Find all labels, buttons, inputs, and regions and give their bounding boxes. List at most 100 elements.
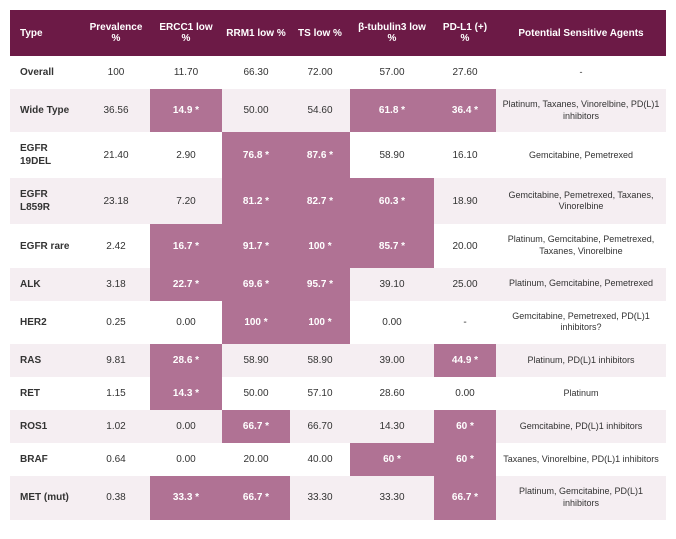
cell-btubulin3: 39.10 <box>350 268 434 301</box>
cell-btubulin3: 33.30 <box>350 476 434 519</box>
cell-rrm1: 50.00 <box>222 89 290 132</box>
cell-type: Wide Type <box>10 89 82 132</box>
cell-type: MET (mut) <box>10 476 82 519</box>
table-row: MET (mut)0.3833.3 *66.7 *33.3033.3066.7 … <box>10 476 666 519</box>
table-row: Overall10011.7066.3072.0057.0027.60- <box>10 56 666 89</box>
cell-pdl1: 60 * <box>434 410 496 443</box>
table-row: RET1.1514.3 *50.0057.1028.600.00Platinum <box>10 377 666 410</box>
cell-btubulin3: 0.00 <box>350 301 434 344</box>
cell-prevalence: 1.02 <box>82 410 150 443</box>
cell-pdl1: 27.60 <box>434 56 496 89</box>
cell-ercc1: 7.20 <box>150 178 222 224</box>
cell-agents: Taxanes, Vinorelbine, PD(L)1 inhibitors <box>496 443 666 476</box>
cell-prevalence: 23.18 <box>82 178 150 224</box>
cell-ts: 40.00 <box>290 443 350 476</box>
cell-ts: 72.00 <box>290 56 350 89</box>
cell-prevalence: 100 <box>82 56 150 89</box>
cell-pdl1: 20.00 <box>434 224 496 267</box>
cell-rrm1: 58.90 <box>222 344 290 377</box>
cell-agents: Gemcitabine, Pemetrexed <box>496 132 666 178</box>
cell-prevalence: 9.81 <box>82 344 150 377</box>
col-header-rrm1: RRM1 low % <box>222 10 290 56</box>
cell-ts: 58.90 <box>290 344 350 377</box>
cell-ts: 95.7 * <box>290 268 350 301</box>
table-row: HER20.250.00100 *100 *0.00-Gemcitabine, … <box>10 301 666 344</box>
table-row: RAS9.8128.6 *58.9058.9039.0044.9 *Platin… <box>10 344 666 377</box>
cell-prevalence: 0.25 <box>82 301 150 344</box>
cell-rrm1: 76.8 * <box>222 132 290 178</box>
cell-pdl1: 36.4 * <box>434 89 496 132</box>
col-header-agents: Potential Sensitive Agents <box>496 10 666 56</box>
cell-agents: Gemcitabine, Pemetrexed, PD(L)1 inhibito… <box>496 301 666 344</box>
cell-btubulin3: 14.30 <box>350 410 434 443</box>
cell-agents: - <box>496 56 666 89</box>
cell-type: Overall <box>10 56 82 89</box>
col-header-prevalence: Prevalence % <box>82 10 150 56</box>
cell-ercc1: 0.00 <box>150 443 222 476</box>
table-row: ALK3.1822.7 *69.6 *95.7 *39.1025.00Plati… <box>10 268 666 301</box>
table-row: BRAF0.640.0020.0040.0060 *60 *Taxanes, V… <box>10 443 666 476</box>
cell-pdl1: 60 * <box>434 443 496 476</box>
cell-btubulin3: 61.8 * <box>350 89 434 132</box>
cell-ercc1: 2.90 <box>150 132 222 178</box>
cell-ts: 33.30 <box>290 476 350 519</box>
cell-rrm1: 20.00 <box>222 443 290 476</box>
cell-rrm1: 100 * <box>222 301 290 344</box>
cell-prevalence: 1.15 <box>82 377 150 410</box>
cell-ercc1: 11.70 <box>150 56 222 89</box>
cell-ts: 57.10 <box>290 377 350 410</box>
cell-ts: 54.60 <box>290 89 350 132</box>
cell-type: ALK <box>10 268 82 301</box>
cell-agents: Platinum, Gemcitabine, PD(L)1 inhibitors <box>496 476 666 519</box>
cell-type: HER2 <box>10 301 82 344</box>
cell-type: EGFR 19DEL <box>10 132 82 178</box>
cell-type: RAS <box>10 344 82 377</box>
col-header-ercc1: ERCC1 low % <box>150 10 222 56</box>
cell-pdl1: 16.10 <box>434 132 496 178</box>
table-row: EGFR rare2.4216.7 *91.7 *100 *85.7 *20.0… <box>10 224 666 267</box>
table-row: EGFR 19DEL21.402.9076.8 *87.6 *58.9016.1… <box>10 132 666 178</box>
cell-rrm1: 66.7 * <box>222 410 290 443</box>
cell-prevalence: 0.38 <box>82 476 150 519</box>
cell-rrm1: 50.00 <box>222 377 290 410</box>
cell-agents: Platinum, Gemcitabine, Pemetrexed <box>496 268 666 301</box>
cell-type: BRAF <box>10 443 82 476</box>
cell-pdl1: 66.7 * <box>434 476 496 519</box>
cell-btubulin3: 85.7 * <box>350 224 434 267</box>
cell-btubulin3: 58.90 <box>350 132 434 178</box>
col-header-btubulin3: β-tubulin3 low % <box>350 10 434 56</box>
cell-ts: 87.6 * <box>290 132 350 178</box>
cell-prevalence: 0.64 <box>82 443 150 476</box>
cell-agents: Platinum <box>496 377 666 410</box>
col-header-pdl1: PD-L1 (+) % <box>434 10 496 56</box>
cell-ercc1: 0.00 <box>150 301 222 344</box>
cell-prevalence: 3.18 <box>82 268 150 301</box>
cell-type: ROS1 <box>10 410 82 443</box>
cell-ercc1: 14.3 * <box>150 377 222 410</box>
cell-rrm1: 69.6 * <box>222 268 290 301</box>
cell-agents: Platinum, Taxanes, Vinorelbine, PD(L)1 i… <box>496 89 666 132</box>
cell-agents: Platinum, PD(L)1 inhibitors <box>496 344 666 377</box>
cell-ts: 82.7 * <box>290 178 350 224</box>
cell-rrm1: 91.7 * <box>222 224 290 267</box>
cell-rrm1: 66.30 <box>222 56 290 89</box>
cell-agents: Platinum, Gemcitabine, Pemetrexed, Taxan… <box>496 224 666 267</box>
cell-pdl1: 18.90 <box>434 178 496 224</box>
cell-prevalence: 2.42 <box>82 224 150 267</box>
table-header: Type Prevalence % ERCC1 low % RRM1 low %… <box>10 10 666 56</box>
cell-btubulin3: 60.3 * <box>350 178 434 224</box>
cell-pdl1: - <box>434 301 496 344</box>
cell-type: EGFR rare <box>10 224 82 267</box>
cell-ercc1: 28.6 * <box>150 344 222 377</box>
cell-rrm1: 81.2 * <box>222 178 290 224</box>
cell-btubulin3: 60 * <box>350 443 434 476</box>
biomarker-table: Type Prevalence % ERCC1 low % RRM1 low %… <box>10 10 666 520</box>
table-row: Wide Type36.5614.9 *50.0054.6061.8 *36.4… <box>10 89 666 132</box>
cell-type: EGFR L859R <box>10 178 82 224</box>
cell-ercc1: 16.7 * <box>150 224 222 267</box>
table-row: EGFR L859R23.187.2081.2 *82.7 *60.3 *18.… <box>10 178 666 224</box>
col-header-type: Type <box>10 10 82 56</box>
cell-ercc1: 33.3 * <box>150 476 222 519</box>
cell-btubulin3: 28.60 <box>350 377 434 410</box>
cell-agents: Gemcitabine, PD(L)1 inhibitors <box>496 410 666 443</box>
